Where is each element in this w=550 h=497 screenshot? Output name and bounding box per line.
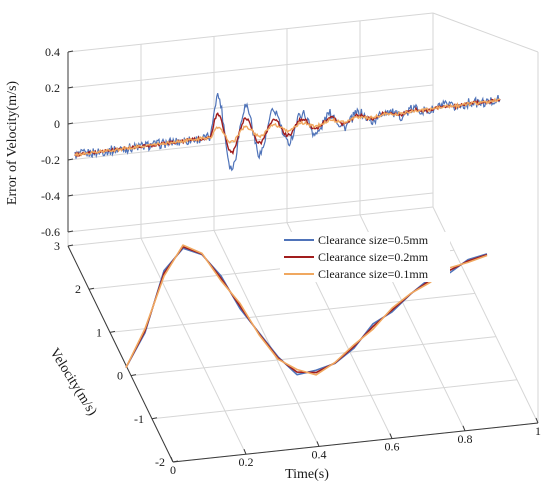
error-tick (67, 158, 74, 161)
error-tick (67, 122, 74, 125)
legend: Clearance size=0.5mm Clearance size=0.2m… (280, 232, 450, 282)
error-tick-label: 0.4 (45, 45, 60, 59)
error-tick (67, 194, 74, 197)
velocity-axis-label: Velocity(m/s) (46, 346, 99, 419)
time-tick (535, 417, 539, 424)
velocity-tick-label: 0 (117, 369, 123, 383)
floor-grid-line (67, 206, 434, 247)
velocity-tick (88, 287, 95, 290)
time-tick (170, 456, 174, 463)
velocity-series-line (125, 244, 488, 376)
wall-grid-line (67, 156, 434, 197)
time-axis-label: Time(s) (285, 467, 329, 482)
error-curves (74, 93, 501, 172)
floor-grid-line (109, 292, 476, 333)
error-tick-label: 0 (54, 117, 60, 131)
velocity-tick-label: 1 (96, 325, 102, 339)
velocity-tick (172, 460, 179, 463)
wall-grid-line (67, 84, 434, 125)
floor-grid-line (140, 237, 247, 455)
velocity-axis-line (67, 245, 174, 463)
legend-label-01mm: Clearance size=0.1mm (318, 267, 429, 281)
floor-grid-line (130, 336, 497, 377)
time-tick-label: 1 (535, 424, 541, 438)
velocity-tick (67, 244, 74, 247)
wall-grid-line (432, 12, 539, 53)
time-axis-ticks: 0 0.2 0.4 0.6 0.8 1 (170, 417, 541, 477)
time-tick (389, 433, 393, 439)
error-axis-ticks: 0.4 0.2 0 -0.2 -0.4 -0.6 (41, 45, 74, 239)
error-tick-label: -0.2 (41, 153, 60, 167)
velocity-tick-label: -2 (155, 455, 165, 469)
velocity-tick (109, 330, 116, 333)
legend-label-02mm: Clearance size=0.2mm (318, 250, 429, 264)
floor-grid-line (151, 379, 518, 420)
time-tick (316, 441, 320, 447)
time-axis-line (172, 422, 539, 463)
floor-grid-line (213, 230, 320, 447)
velocity-tick-label: 2 (75, 282, 81, 296)
time-tick-label: 0.2 (239, 455, 254, 469)
error-tick (67, 86, 74, 89)
velocity-tick-label: -1 (134, 412, 144, 426)
time-tick-label: 0.4 (312, 447, 327, 461)
wall-grid-line (67, 120, 434, 161)
wall-grid-line (67, 48, 434, 89)
time-tick (243, 449, 247, 455)
error-tick (67, 50, 74, 53)
time-tick-label: 0.8 (458, 432, 473, 446)
time-tick (462, 425, 466, 431)
wall-grid-line (67, 12, 434, 53)
velocity-tick (130, 374, 137, 377)
velocity-axis-ticks: 3 2 1 0 -1 -2 (54, 239, 179, 469)
error-series-line (74, 97, 501, 157)
error-tick-label: -0.4 (41, 189, 60, 203)
axes-frame (67, 52, 539, 463)
time-tick-label: 0.6 (385, 440, 400, 454)
error-axis-label: Error of Velocity(m/s) (5, 81, 20, 205)
error-tick-label: -0.6 (41, 225, 60, 239)
floor-grid-line (432, 206, 539, 424)
error-tick-label: 0.2 (45, 81, 60, 95)
error-series-line (74, 93, 501, 172)
time-tick-label: 0 (170, 463, 176, 477)
legend-label-05mm: Clearance size=0.5mm (318, 233, 429, 247)
error-tick (67, 230, 74, 233)
velocity-tick (151, 417, 158, 420)
velocity-tick-label: 3 (54, 239, 60, 253)
wall-grid-line (67, 192, 434, 233)
